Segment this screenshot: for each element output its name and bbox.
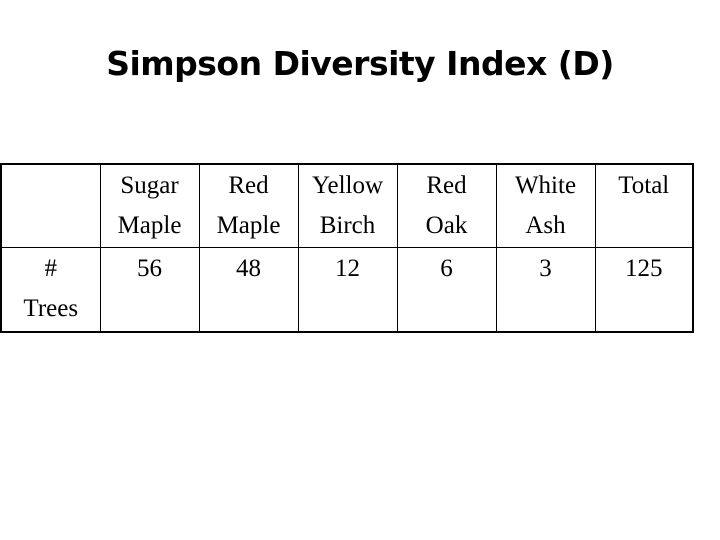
header-cell-red-oak: Red Oak <box>396 163 496 248</box>
header-line: Sugar <box>120 172 179 199</box>
table-header-row: Sugar Maple Red Maple Yellow Birch Red O… <box>0 163 694 248</box>
header-cell-sugar-maple: Sugar Maple <box>99 163 199 248</box>
value-cell-white-ash: 3 <box>495 247 595 333</box>
row-label-line: # <box>44 255 58 282</box>
value-cell-yellow-birch: 12 <box>297 247 397 333</box>
header-cell-red-maple: Red Maple <box>198 163 298 248</box>
slide-title: Simpson Diversity Index (D) <box>106 44 614 83</box>
header-line: Total <box>618 172 670 199</box>
header-line: Maple <box>216 212 281 239</box>
row-label-line: Trees <box>23 295 79 322</box>
value-cell-red-oak: 6 <box>396 247 496 333</box>
value-cell-sugar-maple: 56 <box>99 247 199 333</box>
header-cell-total: Total <box>594 163 694 248</box>
header-cell-yellow-birch: Yellow Birch <box>297 163 397 248</box>
header-line: White <box>514 172 577 199</box>
value-cell-red-maple: 48 <box>198 247 298 333</box>
row-label-trees: # Trees <box>0 247 100 333</box>
value-cell-total: 125 <box>594 247 694 333</box>
tree-count-table: Sugar Maple Red Maple Yellow Birch Red O… <box>0 163 694 333</box>
header-cell-white-ash: White Ash <box>495 163 595 248</box>
header-line: Red <box>426 172 467 199</box>
header-cell-empty <box>0 163 100 248</box>
header-line: Maple <box>117 212 182 239</box>
header-line: Birch <box>319 212 376 239</box>
header-line: Yellow <box>311 172 384 199</box>
header-line: Ash <box>525 212 566 239</box>
header-line: Red <box>228 172 269 199</box>
table-row-trees: # Trees 56 48 12 6 3 125 <box>0 247 694 333</box>
header-line: Oak <box>425 212 468 239</box>
